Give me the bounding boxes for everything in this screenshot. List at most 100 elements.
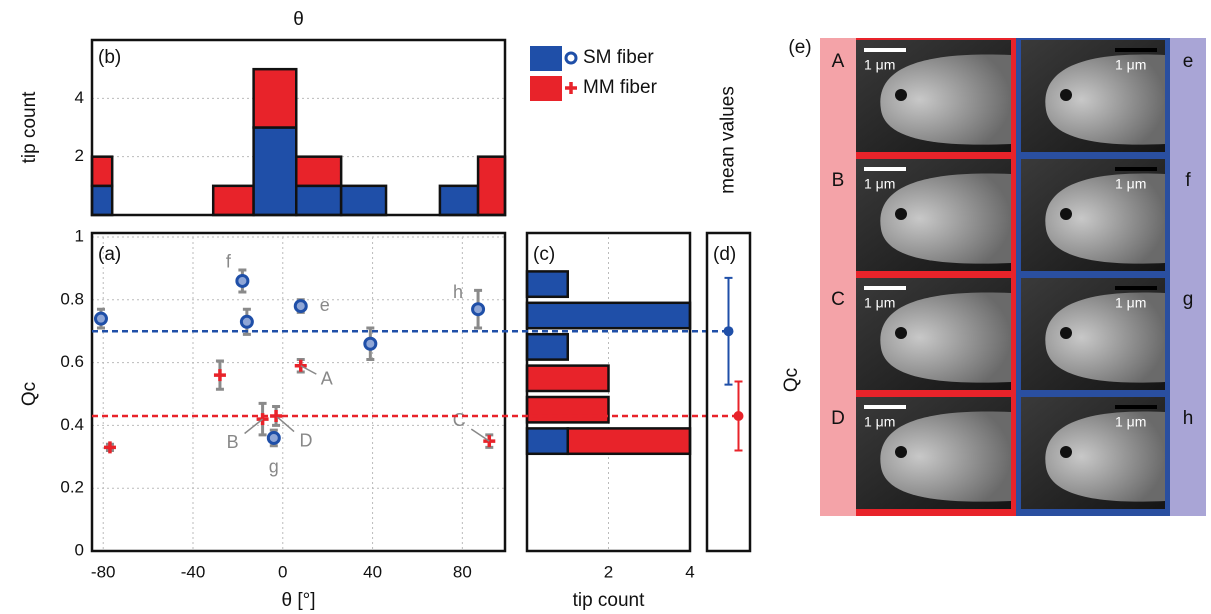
fiber-tip (880, 292, 1011, 383)
point-label: h (453, 282, 463, 302)
image-label: h (1183, 408, 1194, 429)
image-label: A (832, 51, 845, 72)
sem-image: 1 μm B (832, 159, 1011, 271)
y-axis-label: tip count (19, 91, 40, 164)
bar (90, 155, 114, 188)
legend-item: MM fiber (530, 76, 658, 101)
x-axis-label: θ [°] (281, 590, 315, 611)
y-axis-label: Qc (19, 382, 40, 406)
marker (213, 369, 226, 382)
image-label: e (1183, 51, 1194, 72)
fiber-tip (1045, 173, 1165, 264)
y-tick-label: 0.2 (60, 478, 84, 497)
tip-hole (1060, 327, 1072, 339)
point-label: C (453, 410, 466, 430)
chart-title: θ (293, 9, 304, 30)
bar (525, 332, 569, 361)
panel-label: (c) (533, 244, 555, 265)
fiber-tip (1045, 54, 1165, 145)
sem-image: 1 μm C (831, 278, 1011, 390)
scale-label: 1 μm (1115, 295, 1146, 311)
bar (295, 184, 343, 217)
bar (211, 184, 255, 217)
leader-line (470, 428, 490, 442)
x-tick-label: 80 (453, 562, 472, 581)
axes-frame (525, 231, 692, 553)
panel-label: (d) (713, 244, 736, 265)
panel-label: (e) (788, 37, 811, 58)
scale-label: 1 μm (864, 176, 895, 192)
y-tick-label: 0.8 (60, 289, 84, 308)
marker (103, 441, 116, 454)
bar (525, 301, 692, 330)
point-label: f (226, 252, 232, 272)
bar (295, 155, 343, 188)
side-label: Qc (781, 368, 802, 392)
axes-frame (90, 231, 507, 553)
data-point (471, 288, 486, 330)
data-point (266, 428, 281, 448)
x-axis-label: tip count (573, 590, 646, 611)
tip-hole (1060, 446, 1072, 458)
point-label: g (269, 457, 279, 477)
chart-title: mean values (718, 86, 739, 194)
tip-hole (1060, 208, 1072, 220)
point-label: B (227, 432, 239, 452)
image-label: g (1183, 289, 1194, 310)
fiber-tip (1045, 292, 1165, 383)
legend-swatch (530, 46, 562, 71)
bar (566, 427, 692, 456)
tip-hole (895, 327, 907, 339)
scale-label: 1 μm (864, 295, 895, 311)
sem-image: 1 μm D (831, 397, 1011, 509)
point-label: e (320, 295, 330, 315)
bar (525, 427, 569, 456)
tip-hole (895, 89, 907, 101)
scale-label: 1 μm (1115, 176, 1146, 192)
mean-marker (733, 410, 744, 421)
data-point (293, 298, 308, 314)
data-point (239, 307, 254, 336)
marker (266, 430, 281, 445)
y-tick-label: 4 (75, 88, 84, 107)
axes-frame (90, 38, 507, 217)
bar (525, 270, 569, 299)
fiber-tip (880, 54, 1011, 145)
tip-hole (1060, 89, 1072, 101)
image-label: C (831, 289, 845, 310)
x-tick-label: 4 (685, 562, 694, 581)
x-tick-label: 40 (363, 562, 382, 581)
tip-hole (895, 446, 907, 458)
legend-marker (565, 82, 577, 94)
y-tick-label: 2 (75, 146, 84, 165)
fiber-tip (880, 411, 1011, 502)
panel-label: (b) (98, 47, 121, 68)
y-tick-label: 1 (75, 226, 84, 245)
sem-image: 1 μm g (1021, 278, 1193, 390)
bar (252, 67, 298, 129)
sem-image: 1 μm h (1021, 397, 1193, 509)
legend-label: MM fiber (583, 77, 658, 98)
bar (339, 184, 388, 217)
point-label: D (300, 431, 313, 451)
x-tick-label: -80 (91, 562, 116, 581)
scale-label: 1 μm (1115, 57, 1146, 73)
leader-line (300, 365, 317, 375)
y-tick-label: 0 (75, 540, 84, 559)
data-point (363, 326, 378, 361)
tip-hole (895, 208, 907, 220)
leader-line (244, 418, 264, 435)
x-tick-label: 0 (278, 562, 287, 581)
fiber-tip (1045, 411, 1165, 502)
bar (525, 364, 610, 393)
scale-label: 1 μm (1115, 414, 1146, 430)
bar (525, 395, 610, 424)
bar (476, 155, 507, 217)
bar (252, 126, 298, 217)
mean-marker (723, 326, 734, 337)
data-point (93, 307, 108, 330)
y-tick-label: 0.6 (60, 352, 84, 371)
scale-label: 1 μm (864, 414, 895, 430)
